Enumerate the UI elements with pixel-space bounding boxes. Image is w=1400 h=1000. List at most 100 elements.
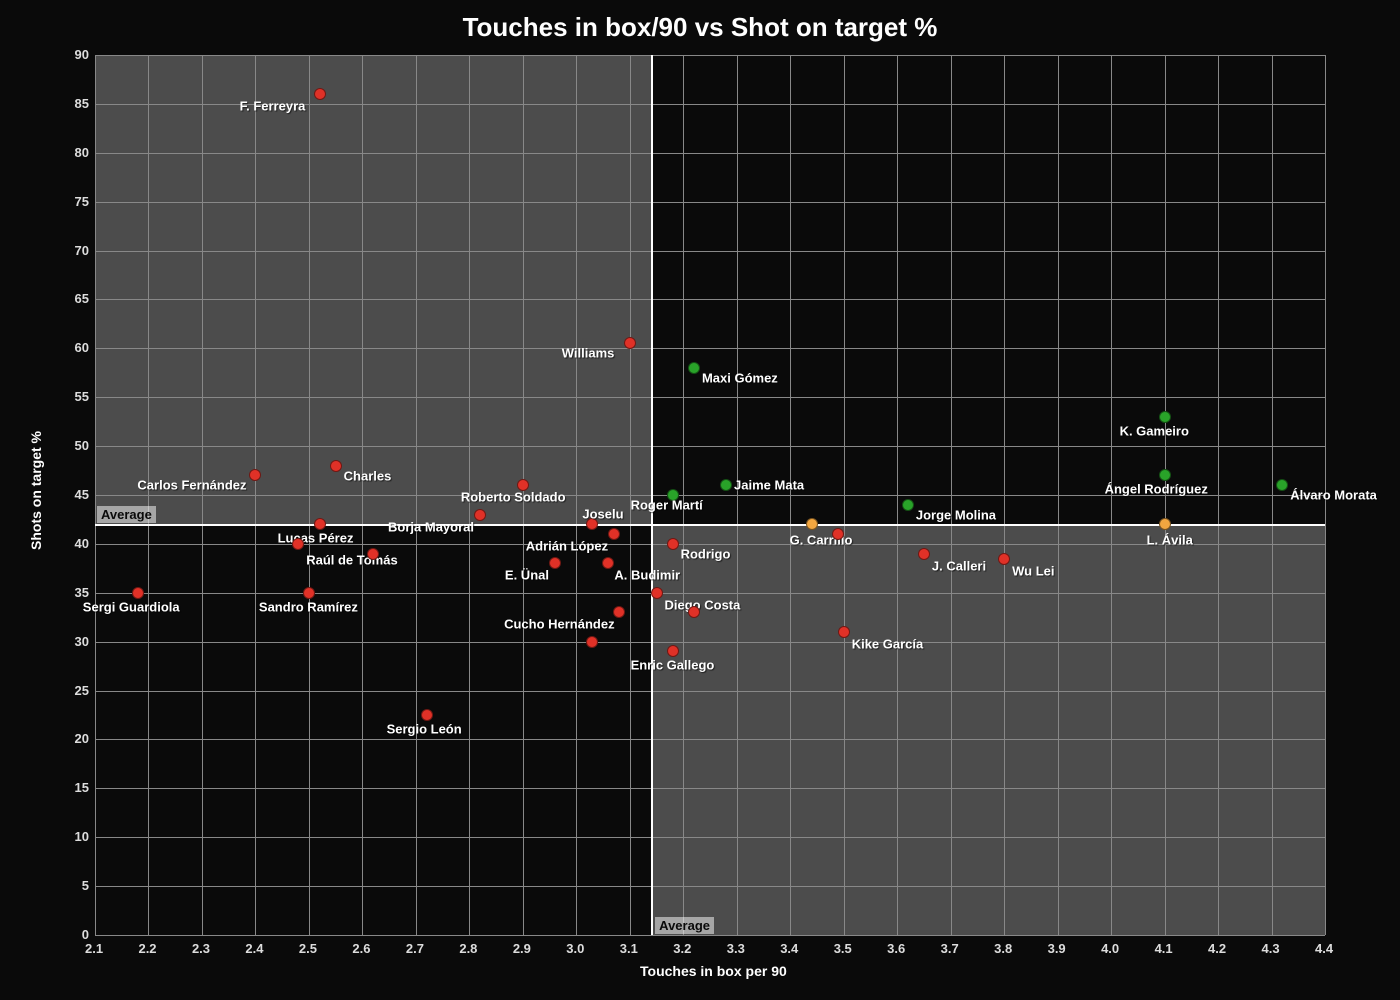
data-point-label: Lucas Pérez — [278, 531, 354, 546]
average-line-vertical — [651, 55, 653, 935]
data-point-label: Charles — [344, 468, 392, 483]
data-point — [367, 548, 379, 560]
grid-line-y — [95, 202, 1325, 203]
data-point-label: Enric Gallego — [631, 658, 715, 673]
data-point-label: Borja Mayoral — [388, 519, 474, 534]
y-tick-label: 35 — [75, 585, 89, 600]
data-point-label: Joselu — [582, 507, 623, 522]
grid-line-y — [95, 935, 1325, 936]
y-tick-label: 70 — [75, 243, 89, 258]
data-point — [688, 362, 700, 374]
data-point — [902, 499, 914, 511]
grid-line-y — [95, 153, 1325, 154]
data-point — [1159, 518, 1171, 530]
x-tick-label: 3.2 — [673, 941, 691, 956]
data-point-label: A. Budimir — [614, 568, 680, 583]
data-point — [624, 337, 636, 349]
y-tick-label: 75 — [75, 194, 89, 209]
average-line-horizontal — [95, 524, 1325, 526]
grid-line-y — [95, 55, 1325, 56]
data-point — [586, 636, 598, 648]
data-point — [549, 557, 561, 569]
grid-line-y — [95, 348, 1325, 349]
x-tick-label: 4.1 — [1155, 941, 1173, 956]
data-point — [303, 587, 315, 599]
x-tick-label: 2.1 — [85, 941, 103, 956]
x-tick-label: 4.3 — [1262, 941, 1280, 956]
x-tick-label: 2.8 — [459, 941, 477, 956]
x-tick-label: 2.4 — [245, 941, 263, 956]
data-point-label: Roger Martí — [631, 498, 703, 513]
data-point-label: L. Ávila — [1147, 533, 1193, 548]
data-point — [249, 469, 261, 481]
data-point-label: Sergi Guardiola — [83, 599, 180, 614]
data-point-label: Adrián López — [526, 539, 608, 554]
y-tick-label: 45 — [75, 487, 89, 502]
grid-line-y — [95, 642, 1325, 643]
grid-line-y — [95, 788, 1325, 789]
chart-title: Touches in box/90 vs Shot on target % — [0, 12, 1400, 43]
data-point — [1159, 469, 1171, 481]
x-tick-label: 3.8 — [994, 941, 1012, 956]
data-point — [998, 553, 1010, 565]
x-tick-label: 2.5 — [299, 941, 317, 956]
y-tick-label: 25 — [75, 683, 89, 698]
x-tick-label: 3.5 — [834, 941, 852, 956]
x-tick-label: 2.2 — [138, 941, 156, 956]
data-point — [330, 460, 342, 472]
data-point-label: Sergio León — [387, 722, 462, 737]
grid-line-y — [95, 837, 1325, 838]
data-point-label: Williams — [562, 346, 615, 361]
data-point-label: Kike García — [852, 636, 924, 651]
data-point-label: Ángel Rodríguez — [1105, 482, 1208, 497]
data-point-label: Rodrigo — [681, 546, 731, 561]
x-tick-label: 3.0 — [566, 941, 584, 956]
x-tick-label: 3.4 — [780, 941, 798, 956]
data-point — [688, 606, 700, 618]
y-tick-label: 10 — [75, 829, 89, 844]
data-point-label: J. Calleri — [932, 558, 986, 573]
data-point — [314, 518, 326, 530]
x-tick-label: 2.7 — [406, 941, 424, 956]
data-point-label: K. Gameiro — [1120, 423, 1189, 438]
quadrant-bottom-right — [651, 524, 1325, 935]
data-point-label: Jaime Mata — [734, 478, 804, 493]
x-tick-label: 3.3 — [727, 941, 745, 956]
x-tick-label: 3.6 — [887, 941, 905, 956]
y-tick-label: 40 — [75, 536, 89, 551]
grid-line-y — [95, 251, 1325, 252]
data-point — [651, 587, 663, 599]
y-tick-label: 15 — [75, 780, 89, 795]
data-point-label: Roberto Soldado — [461, 490, 566, 505]
data-point-label: Diego Costa — [665, 597, 741, 612]
y-tick-label: 55 — [75, 389, 89, 404]
data-point — [474, 509, 486, 521]
data-point — [602, 557, 614, 569]
data-point-label: Carlos Fernández — [137, 478, 246, 493]
y-tick-label: 0 — [82, 927, 89, 942]
x-tick-label: 2.6 — [352, 941, 370, 956]
grid-line-y — [95, 397, 1325, 398]
x-axis-label: Touches in box per 90 — [640, 963, 787, 979]
data-point-label: Wu Lei — [1012, 563, 1054, 578]
data-point-label: Jorge Molina — [916, 507, 996, 522]
grid-line-y — [95, 446, 1325, 447]
grid-line-y — [95, 739, 1325, 740]
x-tick-label: 4.2 — [1208, 941, 1226, 956]
grid-line-y — [95, 593, 1325, 594]
data-point — [1276, 479, 1288, 491]
y-tick-label: 90 — [75, 47, 89, 62]
data-point — [1159, 411, 1171, 423]
scatter-chart: Touches in box/90 vs Shot on target % Av… — [0, 0, 1400, 1000]
data-point — [832, 528, 844, 540]
grid-line-y — [95, 299, 1325, 300]
data-point — [292, 538, 304, 550]
x-tick-label: 3.9 — [1048, 941, 1066, 956]
y-tick-label: 60 — [75, 340, 89, 355]
x-tick-label: 4.4 — [1315, 941, 1333, 956]
data-point — [667, 538, 679, 550]
data-point — [720, 479, 732, 491]
data-point — [667, 645, 679, 657]
grid-line-y — [95, 691, 1325, 692]
x-tick-label: 2.3 — [192, 941, 210, 956]
